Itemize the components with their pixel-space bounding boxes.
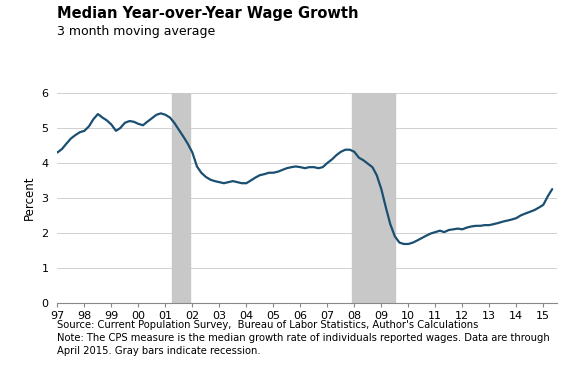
Text: Source: Current Population Survey,  Bureau of Labor Statistics, Author's Calcula: Source: Current Population Survey, Burea…: [57, 320, 550, 357]
Text: Median Year-over-Year Wage Growth: Median Year-over-Year Wage Growth: [57, 6, 359, 21]
Y-axis label: Percent: Percent: [23, 176, 36, 220]
Text: 3 month moving average: 3 month moving average: [57, 25, 216, 38]
Bar: [172, 93, 190, 303]
Bar: [352, 93, 395, 303]
